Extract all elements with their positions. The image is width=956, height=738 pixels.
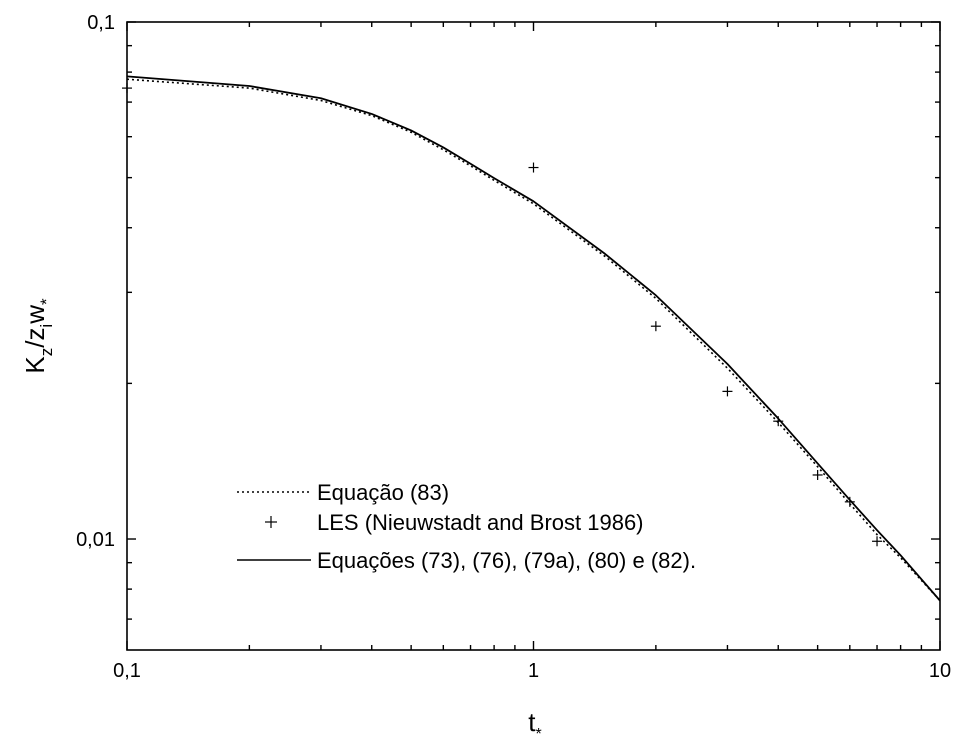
y-tick-label: 0,01 <box>76 529 115 551</box>
y-axis-title-z-sub: z <box>37 348 56 357</box>
x-axis-title: t* <box>528 707 541 738</box>
y-axis-title: Kz/ziw* <box>20 298 56 374</box>
series-line-equacoes <box>126 75 941 602</box>
data-point-les <box>872 536 883 547</box>
x-axis-title-main: t <box>528 707 536 737</box>
y-axis-title-star: * <box>37 298 56 305</box>
legend-swatch-les <box>265 516 277 528</box>
y-axis-title-k: K <box>20 356 50 374</box>
data-point-les <box>812 469 823 480</box>
series-layer <box>122 75 941 602</box>
data-point-les <box>844 496 855 507</box>
y-axis-title-i-sub: i <box>37 324 56 328</box>
axis-ticks <box>126 21 941 650</box>
tick-labels: 0,1 1 10 0,01 0,1 <box>76 12 951 682</box>
data-point-les <box>528 162 539 173</box>
x-tick-label: 1 <box>528 660 539 682</box>
data-point-les <box>650 321 661 332</box>
data-point-les <box>722 386 733 397</box>
y-axis-title-slash-z: /z <box>20 328 50 348</box>
y-axis-title-w: w <box>20 305 50 325</box>
x-axis-title-sub: * <box>536 726 542 738</box>
legend-label-equacao-83: Equação (83) <box>317 480 449 505</box>
y-tick-label: 0,1 <box>87 12 115 34</box>
legend: Equação (83) LES (Nieuwstadt and Brost 1… <box>237 480 696 573</box>
x-tick-label: 10 <box>929 660 951 682</box>
data-point-les <box>122 83 132 94</box>
legend-label-equacoes: Equações (73), (76), (79a), (80) e (82). <box>317 548 696 573</box>
x-tick-label: 0,1 <box>113 660 141 682</box>
legend-label-les: LES (Nieuwstadt and Brost 1986) <box>317 510 644 535</box>
